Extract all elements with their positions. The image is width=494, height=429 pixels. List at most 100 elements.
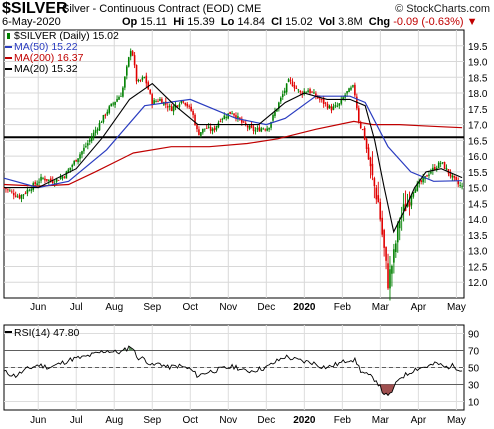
candle-body bbox=[451, 175, 454, 178]
candle-body bbox=[122, 87, 124, 97]
cl-label: Cl bbox=[271, 16, 283, 28]
candle-body bbox=[38, 181, 40, 183]
candle-body bbox=[182, 101, 185, 103]
price-y-tick-label: 12.0 bbox=[468, 278, 488, 289]
candle-body bbox=[196, 124, 198, 130]
candle-body bbox=[88, 139, 91, 142]
candle-body bbox=[426, 175, 428, 177]
candle-body bbox=[367, 147, 370, 160]
candle-body bbox=[457, 180, 460, 185]
rsi-x-tick-label: Oct bbox=[182, 415, 198, 426]
price-x-tick-label: 2020 bbox=[293, 302, 316, 313]
price-x-tick-label: Mar bbox=[372, 302, 390, 313]
legend-item-label: $SILVER (Daily) 15.02 bbox=[14, 30, 119, 42]
price-y-tick-label: 13.0 bbox=[468, 247, 488, 258]
candle-body bbox=[98, 122, 101, 131]
price-y-tick-label: 15.5 bbox=[468, 168, 488, 179]
candle-body bbox=[108, 106, 111, 113]
candle-body bbox=[301, 92, 304, 95]
candle-body bbox=[207, 126, 210, 128]
candle-body bbox=[139, 79, 142, 81]
price-x-tick-label: Oct bbox=[182, 302, 198, 313]
rsi-x-tick-label: Dec bbox=[257, 415, 275, 426]
price-x-tick-label: Apr bbox=[411, 302, 427, 313]
candle-body bbox=[365, 138, 368, 149]
candle-body bbox=[124, 76, 126, 88]
price-y-tick-label: 17.0 bbox=[468, 121, 488, 132]
candle-body bbox=[65, 171, 68, 179]
candle-body bbox=[420, 180, 422, 183]
candle-body bbox=[53, 183, 56, 185]
candle-body bbox=[250, 124, 253, 128]
candle-body bbox=[231, 113, 233, 115]
quote-strip: Op 15.11 Hi 15.39 Lo 14.84 Cl 15.02 Vol … bbox=[122, 16, 477, 28]
candle-body bbox=[268, 127, 270, 130]
candle-body bbox=[264, 129, 267, 131]
candle-body bbox=[437, 162, 440, 168]
rsi-y-tick-label: 70 bbox=[468, 347, 480, 358]
candle-body bbox=[305, 91, 307, 93]
ma50-line bbox=[3, 95, 463, 189]
chg-label: Chg bbox=[368, 16, 391, 28]
contract-name: Silver - Continuous Contract (EOD) CME bbox=[62, 3, 261, 15]
candle-body bbox=[161, 99, 163, 104]
candle-body bbox=[416, 183, 419, 191]
candle-body bbox=[266, 128, 268, 131]
candle-body bbox=[350, 87, 352, 90]
rsi-label: RSI(14) 47.80 bbox=[14, 327, 80, 339]
candle-body bbox=[262, 128, 265, 130]
candle-body bbox=[203, 128, 206, 130]
rsi-y-tick-label: 10 bbox=[468, 398, 480, 409]
candle-body bbox=[5, 187, 7, 190]
candle-body bbox=[90, 137, 93, 142]
candle-body bbox=[235, 115, 237, 119]
candle-body bbox=[254, 130, 257, 132]
candle-body bbox=[77, 158, 79, 163]
candle-body bbox=[9, 190, 11, 192]
candle-body bbox=[274, 111, 276, 116]
price-x-tick-label: Dec bbox=[257, 302, 275, 313]
candle-body bbox=[51, 179, 54, 184]
candle-body bbox=[395, 243, 397, 253]
candle-body bbox=[256, 128, 259, 130]
candle-body bbox=[28, 190, 31, 192]
candle-body bbox=[338, 103, 341, 106]
candle-body bbox=[422, 177, 424, 183]
candle-body bbox=[283, 90, 286, 94]
chg-value: -0.09 (-0.63%) bbox=[393, 16, 464, 28]
candle-body bbox=[322, 98, 325, 104]
candle-body bbox=[320, 98, 323, 100]
candle-body bbox=[227, 113, 229, 119]
candle-body bbox=[295, 88, 298, 89]
candle-body bbox=[223, 115, 226, 120]
candle-body bbox=[299, 90, 302, 92]
candle-body bbox=[71, 165, 74, 167]
ma200-line bbox=[3, 120, 463, 187]
candle-body bbox=[241, 118, 243, 123]
legend-item-label: MA(20) 15.32 bbox=[14, 63, 78, 75]
candle-body bbox=[396, 223, 399, 243]
candle-body bbox=[439, 163, 442, 165]
op-value: 15.11 bbox=[140, 16, 168, 28]
candle-body bbox=[393, 249, 395, 263]
candle-body bbox=[418, 181, 421, 184]
candle-body bbox=[408, 202, 411, 207]
candle-body bbox=[61, 176, 64, 179]
candle-body bbox=[258, 127, 261, 132]
candle-body bbox=[406, 202, 409, 207]
candle-body bbox=[7, 189, 9, 191]
candle-body bbox=[12, 192, 15, 196]
rsi-x-tick-label: Jun bbox=[30, 415, 46, 426]
rsi-line bbox=[3, 345, 463, 397]
candle-body bbox=[131, 51, 134, 56]
candle-body bbox=[137, 80, 140, 82]
candle-body bbox=[126, 66, 128, 76]
vol-label: Vol bbox=[318, 16, 336, 28]
candle-body bbox=[46, 179, 48, 181]
candle-body bbox=[81, 151, 83, 155]
price-y-tick-label: 18.5 bbox=[468, 73, 488, 84]
candle-body bbox=[129, 50, 132, 57]
rsi-panel: 10 30 50 70 90 RSI(14) 47.80 Jun Jul Aug Sep Oct No… bbox=[3, 324, 480, 426]
hi-label: Hi bbox=[173, 16, 185, 28]
